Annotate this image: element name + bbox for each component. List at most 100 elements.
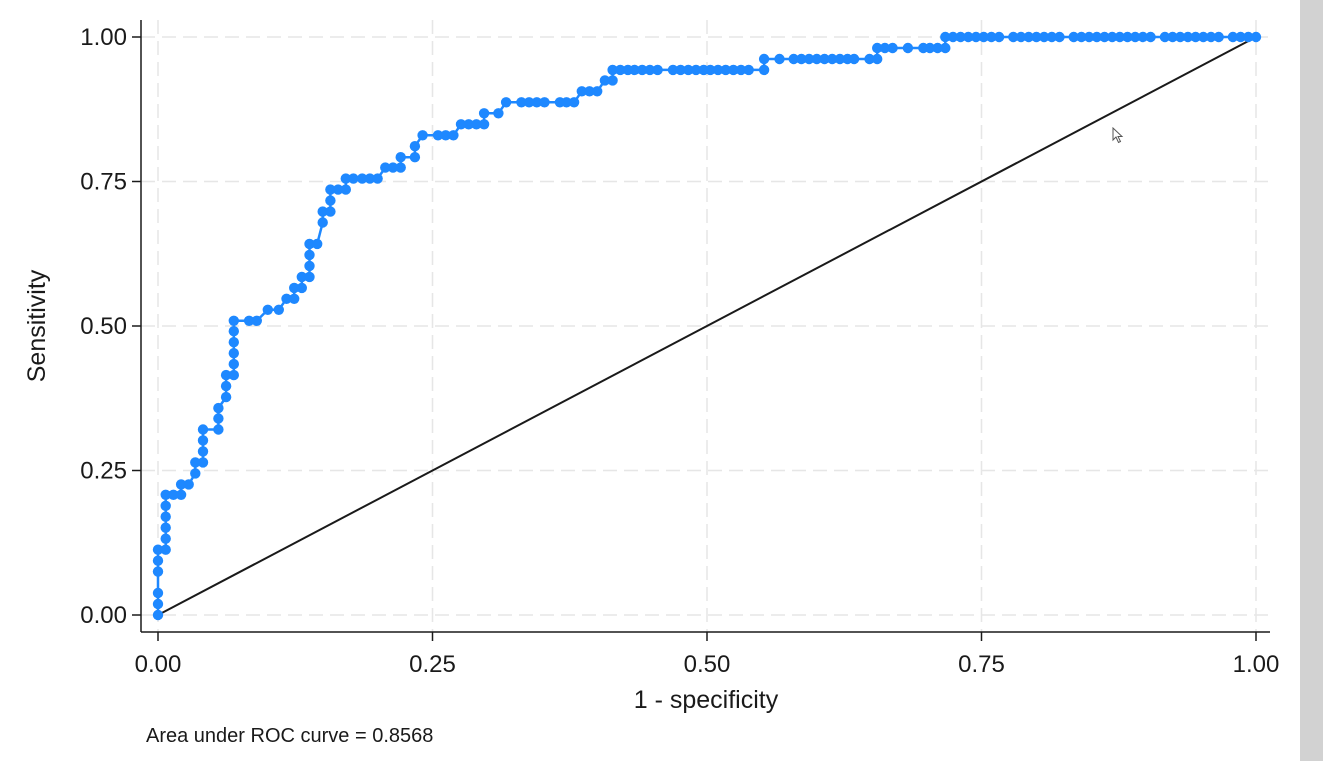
roc-point bbox=[213, 402, 224, 414]
roc-point bbox=[940, 42, 951, 54]
roc-point bbox=[834, 53, 846, 65]
roc-point bbox=[675, 64, 686, 76]
roc-point bbox=[152, 598, 164, 610]
roc-point bbox=[304, 260, 315, 272]
roc-point bbox=[409, 141, 421, 152]
roc-point bbox=[637, 64, 648, 76]
roc-point bbox=[872, 42, 883, 54]
roc-point bbox=[455, 119, 467, 130]
mouse-pointer-icon bbox=[1112, 127, 1124, 144]
y-tick-label: 0.00 bbox=[80, 602, 127, 629]
roc-point bbox=[1167, 31, 1178, 43]
roc-point bbox=[197, 457, 209, 468]
roc-point bbox=[262, 304, 273, 315]
roc-point bbox=[1137, 31, 1149, 43]
roc-point bbox=[576, 86, 587, 97]
roc-point bbox=[599, 75, 611, 86]
roc-point bbox=[357, 173, 368, 184]
roc-point bbox=[1099, 31, 1110, 43]
roc-point bbox=[1190, 31, 1201, 43]
roc-curve-layer bbox=[152, 31, 1262, 621]
roc-point bbox=[325, 206, 336, 217]
roc-point bbox=[902, 42, 914, 54]
x-tick-label: 1.00 bbox=[1233, 651, 1280, 678]
roc-point bbox=[819, 53, 830, 65]
roc-point bbox=[1182, 31, 1194, 43]
roc-point bbox=[728, 64, 739, 76]
roc-point bbox=[539, 97, 550, 108]
auc-annotation: Area under ROC curve = 0.8568 bbox=[146, 725, 433, 747]
roc-point bbox=[796, 53, 807, 65]
roc-point bbox=[243, 315, 255, 326]
roc-point bbox=[774, 53, 785, 65]
x-tick-label: 0.00 bbox=[135, 651, 182, 678]
roc-point bbox=[561, 97, 572, 108]
roc-point bbox=[228, 315, 239, 326]
roc-point bbox=[332, 184, 344, 195]
roc-point bbox=[478, 119, 490, 130]
roc-point bbox=[758, 53, 770, 65]
roc-point bbox=[289, 293, 300, 304]
roc-point bbox=[160, 533, 171, 544]
roc-point bbox=[1250, 31, 1262, 43]
roc-point bbox=[183, 479, 194, 490]
roc-point bbox=[325, 195, 336, 206]
x-tick-label: 0.50 bbox=[684, 651, 731, 678]
x-axis-label: 1 - specificity bbox=[634, 686, 779, 714]
roc-point bbox=[963, 31, 974, 43]
roc-point bbox=[743, 64, 754, 76]
roc-point bbox=[1054, 31, 1065, 43]
roc-point bbox=[1213, 31, 1224, 43]
roc-point bbox=[317, 206, 328, 217]
y-tick-label: 0.50 bbox=[80, 313, 127, 340]
roc-point bbox=[220, 380, 232, 392]
roc-point bbox=[152, 609, 164, 621]
roc-point bbox=[228, 337, 239, 348]
reference-line bbox=[157, 36, 1257, 616]
roc-point bbox=[304, 271, 315, 283]
roc-point bbox=[197, 424, 209, 435]
roc-point bbox=[1243, 31, 1254, 43]
roc-point bbox=[705, 64, 716, 76]
roc-point bbox=[872, 53, 883, 65]
roc-point bbox=[924, 42, 936, 54]
roc-point bbox=[175, 479, 187, 490]
roc-point bbox=[827, 53, 838, 65]
roc-point bbox=[1130, 31, 1141, 43]
roc-point bbox=[887, 42, 898, 54]
roc-point bbox=[160, 500, 171, 511]
roc-point bbox=[448, 130, 459, 141]
roc-point bbox=[1159, 31, 1171, 43]
y-tick-label: 1.00 bbox=[80, 24, 127, 51]
roc-point bbox=[312, 238, 323, 250]
roc-point bbox=[1008, 31, 1019, 43]
roc-point bbox=[296, 282, 307, 294]
roc-point bbox=[197, 446, 209, 457]
roc-point bbox=[417, 130, 428, 141]
roc-point bbox=[1235, 31, 1246, 43]
roc-point bbox=[387, 162, 399, 173]
roc-point bbox=[932, 42, 943, 54]
roc-point bbox=[228, 369, 239, 381]
roc-point bbox=[325, 184, 336, 195]
roc-point bbox=[296, 271, 307, 283]
roc-point bbox=[1175, 31, 1186, 43]
roc-point bbox=[197, 435, 209, 446]
roc-point bbox=[478, 108, 490, 119]
roc-point bbox=[652, 64, 663, 76]
roc-point bbox=[364, 173, 376, 184]
roc-point bbox=[348, 173, 359, 184]
reference-line-layer bbox=[157, 36, 1257, 616]
roc-point bbox=[690, 64, 702, 76]
roc-point bbox=[1205, 31, 1217, 43]
roc-point bbox=[758, 64, 770, 76]
roc-point bbox=[683, 64, 694, 76]
roc-point bbox=[160, 511, 171, 522]
roc-point bbox=[584, 86, 595, 97]
roc-point bbox=[1038, 31, 1050, 43]
axes: 0.00 0.25 0.50 0.75 1.00 0.00 0.25 0.50 0.75 1.00 bbox=[80, 20, 1279, 678]
roc-point bbox=[940, 31, 951, 43]
roc-point bbox=[788, 53, 799, 65]
roc-point bbox=[607, 75, 618, 86]
